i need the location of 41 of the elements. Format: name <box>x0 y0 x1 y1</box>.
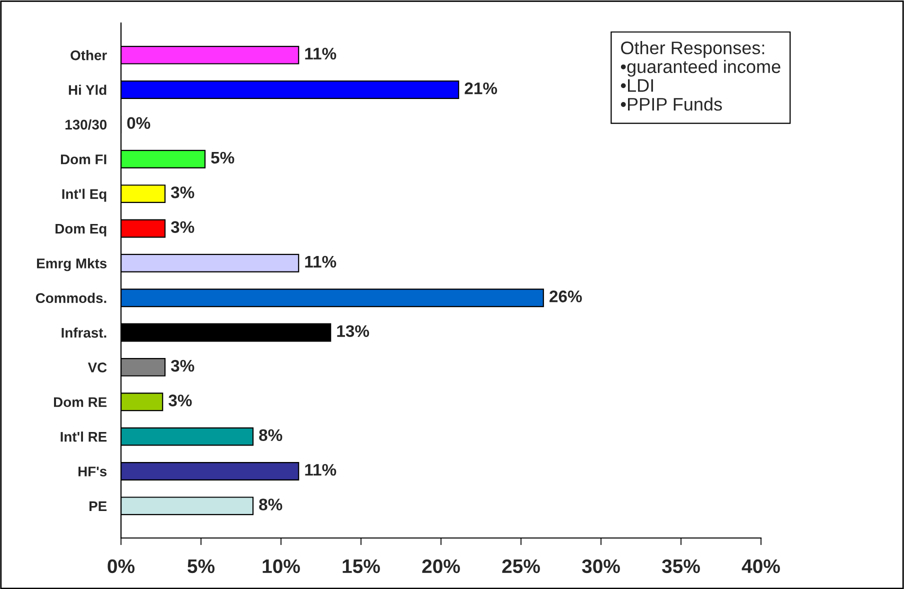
data-label: 11% <box>305 256 336 268</box>
data-label: 3% <box>170 186 194 198</box>
y-tick-label: Infrast. <box>62 327 106 338</box>
x-tick-label: 30% <box>582 559 620 574</box>
x-tick-label: 20% <box>422 559 460 574</box>
x-tick-label: 10% <box>262 559 300 574</box>
y-tick-label: Commods. <box>36 292 106 304</box>
y-tick-label: Dom RE <box>54 397 107 408</box>
data-label: 5% <box>211 152 234 164</box>
y-tick-label: Dom Eq <box>56 224 106 236</box>
annotation: •LDI <box>620 79 653 92</box>
y-tick-label: HF's <box>78 466 107 476</box>
annotation: •guaranteed income <box>620 60 780 77</box>
annotation: Other Responses: <box>621 41 764 58</box>
x-tick-label: 15% <box>342 559 380 574</box>
data-label: 11% <box>305 48 336 60</box>
y-tick-label: PE <box>90 501 107 511</box>
data-label: 8% <box>259 498 282 510</box>
x-tick-label: 40% <box>742 559 780 574</box>
y-tick-label: Emrg Mkts <box>37 258 107 272</box>
data-label: 0% <box>127 117 150 129</box>
data-label: 3% <box>170 221 194 233</box>
y-tick-label: Int'l RE <box>60 432 107 442</box>
y-tick-label: Other <box>70 50 107 60</box>
data-label: 3% <box>170 360 194 372</box>
y-tick-label: Hi Yld <box>68 84 106 95</box>
data-label: 8% <box>259 429 282 442</box>
data-label: 21% <box>464 82 498 94</box>
x-tick-label: 35% <box>662 559 700 574</box>
annotation: •PPIP Funds <box>620 97 722 111</box>
data-label: 13% <box>337 325 370 338</box>
y-tick-label: 130/30 <box>66 119 107 130</box>
y-tick-label: Dom FI <box>60 154 106 164</box>
data-label: 3% <box>168 394 192 406</box>
data-label: 26% <box>550 290 582 302</box>
x-tick-label: 0% <box>108 559 135 574</box>
data-label: 11% <box>305 464 336 476</box>
y-tick-label: Int'l Eq <box>62 188 106 202</box>
x-tick-label: 25% <box>502 559 540 574</box>
y-tick-label: VC <box>88 362 107 372</box>
x-tick-label: 5% <box>188 559 215 574</box>
